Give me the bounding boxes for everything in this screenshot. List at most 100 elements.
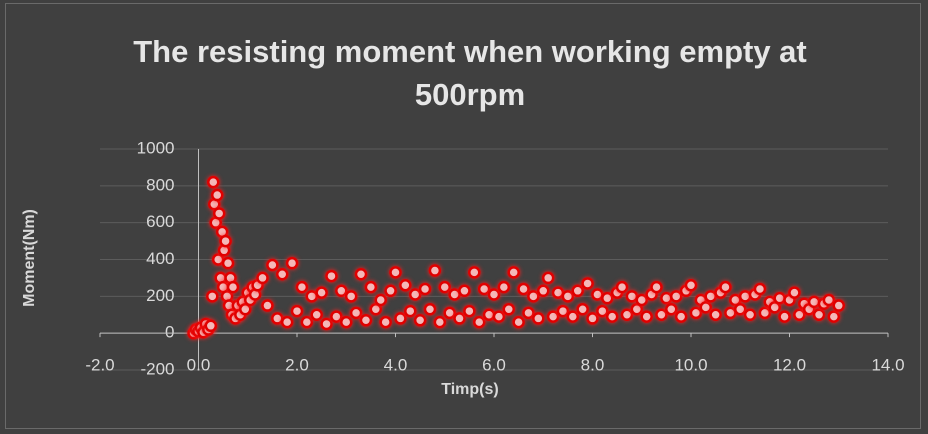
x-tick-label: 10.0 (674, 355, 707, 374)
data-point (389, 266, 402, 279)
data-point (630, 302, 644, 316)
data-point (330, 310, 343, 323)
data-point (743, 308, 757, 321)
data-point (650, 280, 663, 294)
data-point (433, 315, 447, 329)
data-point (689, 306, 703, 320)
y-tick-label: -200 (140, 359, 174, 378)
data-point (285, 256, 299, 270)
data-point (778, 310, 791, 323)
data-point (541, 271, 555, 285)
data-point (206, 290, 219, 303)
chart-title: The resisting moment when working empty … (133, 34, 807, 112)
data-point (408, 288, 422, 301)
data-point (300, 315, 314, 329)
data-point (428, 264, 442, 277)
data-point (605, 310, 619, 323)
data-point (571, 284, 584, 298)
data-point (635, 293, 648, 307)
data-point (674, 310, 688, 323)
data-point (468, 266, 481, 279)
data-point (620, 308, 634, 321)
data-point (463, 304, 476, 318)
data-point (482, 308, 496, 321)
data-point (394, 312, 407, 325)
data-point (591, 288, 604, 301)
y-tick-label: 800 (146, 175, 174, 194)
data-point (315, 286, 328, 299)
data-point (556, 304, 570, 318)
data-point (566, 310, 580, 323)
x-tick-label: 14.0 (871, 355, 904, 374)
data-point (379, 315, 392, 329)
data-point (615, 280, 629, 294)
data-point (497, 280, 511, 294)
data-point (344, 290, 358, 303)
data-point (537, 284, 550, 298)
data-point (325, 269, 338, 283)
data-point (768, 301, 781, 314)
data-point (359, 314, 373, 327)
data-point (226, 280, 240, 294)
data-point (734, 302, 747, 316)
data-point (822, 293, 836, 307)
data-point (418, 282, 432, 296)
data-point (724, 306, 737, 320)
x-tick-label: 8.0 (581, 355, 605, 374)
data-point (793, 308, 806, 321)
data-point (812, 308, 826, 321)
data-point (807, 295, 821, 309)
data-point (527, 290, 540, 303)
data-point (758, 306, 772, 320)
data-point (522, 306, 535, 320)
data-point (207, 175, 220, 189)
data-point (719, 280, 732, 294)
x-tick-label: 6.0 (482, 355, 506, 374)
x-tick-label: 4.0 (384, 355, 408, 374)
data-point (753, 282, 767, 296)
data-point (532, 312, 545, 325)
data-point (660, 291, 673, 305)
data-point (290, 304, 304, 318)
data-point (275, 267, 289, 281)
data-point (204, 319, 218, 333)
data-point (384, 284, 397, 298)
x-tick-label: 2.0 (285, 355, 309, 374)
data-point (404, 304, 417, 318)
data-point (305, 290, 319, 303)
data-point (684, 279, 698, 292)
data-point (221, 256, 235, 270)
data-point (280, 315, 294, 329)
data-point (487, 288, 501, 301)
data-point (448, 288, 461, 301)
data-point (601, 291, 614, 305)
data-point (266, 258, 279, 272)
data-point (349, 306, 363, 320)
data-point (239, 302, 252, 316)
data-point (369, 302, 383, 316)
data-point (320, 317, 333, 331)
data-point (665, 302, 678, 316)
data-point (210, 188, 224, 202)
data-point (453, 312, 466, 325)
x-axis-title: Timp(s) (441, 381, 498, 398)
data-point (443, 306, 456, 320)
data-point (640, 310, 653, 323)
data-point (655, 308, 668, 321)
data-point (512, 315, 525, 329)
data-point (546, 310, 560, 323)
data-point (423, 302, 437, 316)
data-point (502, 302, 516, 316)
data-point (704, 290, 717, 303)
x-tick-label: 0.0 (187, 355, 211, 374)
data-point (438, 280, 451, 294)
data-point (669, 290, 683, 303)
data-point (310, 308, 323, 321)
data-point (364, 280, 378, 294)
y-tick-label: 0 (165, 323, 174, 342)
x-tick-label: -2.0 (85, 355, 114, 374)
data-point (596, 304, 609, 318)
data-point (625, 290, 639, 303)
